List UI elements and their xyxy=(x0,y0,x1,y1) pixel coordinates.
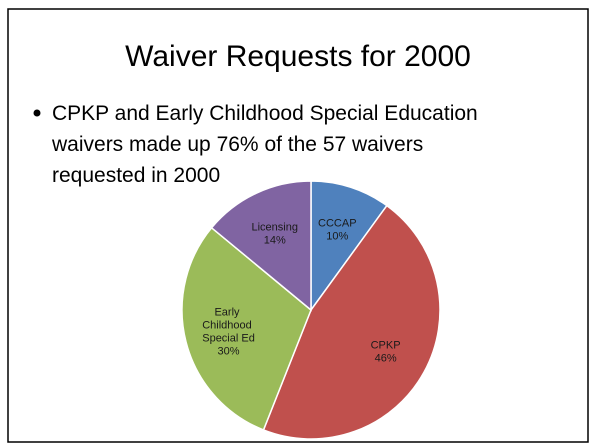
slice-category: Licensing xyxy=(252,221,298,233)
pie-slice xyxy=(181,226,312,431)
slice-value-label: 30% xyxy=(218,346,240,358)
slice-value-label: 14% xyxy=(264,234,286,246)
slice-value-label: 10% xyxy=(326,231,348,243)
pie-slice xyxy=(310,180,388,313)
slice-category: CCCAP xyxy=(318,218,357,230)
bullet-dot xyxy=(33,109,41,117)
bullet-line: requested in 2000 xyxy=(52,164,220,187)
pie-slice xyxy=(210,180,312,312)
pie-slice xyxy=(262,204,441,440)
slice-category: CPKP xyxy=(371,340,401,352)
bullet-line: waivers made up 76% of the 57 waivers xyxy=(51,133,423,156)
bullet-line: CPKP and Early Childhood Special Educati… xyxy=(52,102,478,125)
slice-value-label: 46% xyxy=(375,353,397,365)
slide-title: Waiver Requests for 2000 xyxy=(125,40,471,73)
slice-category: Early Childhood Special Ed xyxy=(202,307,255,345)
